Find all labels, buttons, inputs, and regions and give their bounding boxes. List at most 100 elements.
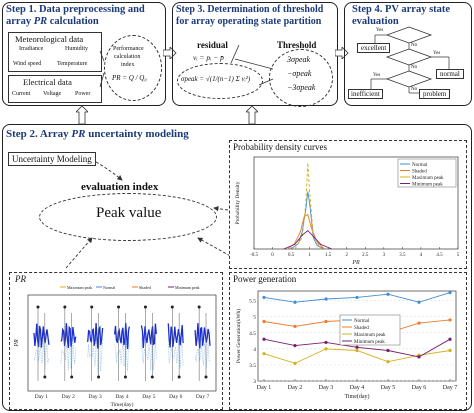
sigma-formula: σpeak = √(1/(n−1) Σ vᵢ²)	[181, 75, 251, 83]
pr-peak-marker	[150, 375, 154, 379]
step3-title-line2: for array operating state partition	[176, 16, 322, 27]
step4-title-line2: evaluation	[352, 16, 399, 27]
residual-formula: vᵢ = pᵢ − p̄	[193, 53, 224, 62]
elec-item-current: Current	[12, 91, 31, 97]
power-xtick-label: Day 3	[319, 385, 334, 391]
pdf-xtick-label: -0.5	[250, 253, 258, 258]
power-point	[386, 348, 390, 353]
step4-box: Step 4. PV array state evaluation excell…	[344, 2, 472, 106]
power-ytick-label: 4.5	[249, 331, 256, 337]
meteorological-data-box: Meteorological data Irradiance Humidity …	[8, 32, 102, 72]
pdf-xtick-label: 2.5	[362, 253, 369, 258]
arrow-step2-to-step1	[76, 106, 88, 124]
power-xtick-label: Day 5	[381, 385, 396, 391]
label-yes-3: Yes	[373, 73, 381, 78]
step3-title: Step 3. Determination of threshold for a…	[176, 4, 323, 28]
power-ytick-label: 5.5	[249, 299, 256, 305]
power-xtick-label: Day 6	[412, 385, 427, 391]
pr-axes-frame	[27, 294, 217, 392]
step1-title-line2: array PR calculation	[6, 16, 99, 27]
peak-value-label: Peak value	[96, 205, 162, 221]
state-excellent: excellent	[357, 43, 391, 53]
pr-trace-main	[33, 323, 50, 348]
perf-formula: PR = Q / Q₀	[112, 74, 147, 82]
pr-xtick-label: Day 1	[35, 394, 49, 400]
pr-xtick-label: Day 6	[169, 394, 183, 400]
power-point	[355, 348, 359, 353]
perf-line3: index	[121, 62, 135, 68]
pr-legend-label: Maximum peak	[67, 285, 92, 290]
power-point	[324, 347, 328, 351]
pr-trace-main	[194, 323, 211, 349]
pr-trace-light	[114, 333, 130, 372]
power-xlabel: Time(day)	[344, 393, 369, 400]
pr-trace-light	[87, 337, 103, 375]
pdf-xtick-label: 0	[271, 253, 274, 258]
pr-trace-main	[167, 323, 184, 348]
pr-trace-light	[194, 341, 211, 369]
state-normal: normal	[436, 69, 464, 79]
decision-tree	[370, 26, 450, 94]
label-yes-1: Yes	[376, 28, 384, 33]
pr-trace-light	[167, 339, 184, 369]
power-point	[293, 344, 297, 348]
power-point	[417, 300, 421, 304]
power-point	[293, 324, 297, 328]
power-xtick-label: Day 2	[288, 385, 303, 391]
pdf-xtick-label: 1.5	[325, 253, 332, 258]
pdf-xtick-label: 1	[308, 253, 311, 258]
step4-title: Step 4. PV array state evaluation	[352, 4, 450, 28]
pdf-xtick-label: 4	[420, 253, 423, 258]
pdf-series-line-2	[294, 162, 322, 250]
power-point	[324, 319, 328, 324]
power-point	[386, 292, 390, 296]
pdf-xtick-label: 0.5	[288, 253, 295, 258]
label-no-3: No	[411, 87, 418, 92]
step2-box: Step 2. Array PR uncertainty modeling Un…	[2, 124, 472, 411]
met-item-irradiance: Irradiance	[19, 46, 44, 52]
pr-trace-light	[60, 337, 77, 370]
label-yes-2: Yes	[433, 51, 441, 56]
power-point	[448, 318, 452, 322]
power-legend-label: Minimum peak	[354, 340, 385, 345]
step1-title: Step 1. Data preprocessing and array PR …	[6, 4, 145, 28]
sigma-ellipse	[177, 63, 263, 99]
threshold-upper: 3σpeak	[287, 55, 311, 64]
perf-line1: Performance	[113, 46, 144, 52]
step3-box: Step 3. Determination of threshold for a…	[172, 2, 338, 107]
pdf-xtick-label: 2	[345, 253, 348, 258]
state-problem: problem	[419, 89, 451, 99]
pdf-xtick-label: 3	[383, 253, 386, 258]
pr-peak-marker	[70, 375, 74, 379]
power-point	[293, 300, 297, 304]
power-point	[355, 295, 359, 300]
perf-line2: calculation	[114, 54, 141, 60]
met-item-temperature: Temperature	[57, 61, 88, 67]
pr-peak-marker	[97, 375, 101, 379]
pdf-xlabel: PR	[351, 260, 360, 266]
power-point	[324, 340, 328, 345]
power-chart: 3 3.5 4 4.5 5 5.5 Day 1 Day 2 Day 3 Day 4 Day 5 Day…	[235, 290, 457, 400]
power-point	[417, 355, 421, 359]
pr-xlabel: Time(day)	[110, 401, 133, 408]
met-item-humidity: Humidity	[65, 46, 89, 52]
electrical-data-box: Electrical data Current Voltage Power	[8, 75, 102, 103]
pr-peak-marker	[36, 305, 40, 309]
electrical-title: Electrical data	[23, 77, 72, 87]
power-point	[448, 291, 452, 295]
pdf-legend-label: Maximum peak	[412, 176, 444, 181]
pr-peak-marker	[123, 375, 127, 379]
power-point	[262, 337, 266, 341]
power-ytick-label: 4	[253, 347, 256, 353]
power-xtick-label: Day 4	[350, 385, 365, 391]
power-point	[262, 295, 266, 300]
meteorological-title: Meteorological data	[15, 34, 84, 44]
evaluation-index-label: evaluation index	[81, 181, 159, 193]
pr-xtick-label: Day 3	[88, 394, 102, 400]
peak-value-ellipse	[39, 193, 217, 241]
met-item-wind-speed: Wind speed	[13, 61, 42, 67]
pr-panel: PR Day 1 Day 2 Day 3 Day 4 Day 5 Day 6 Day 7 Ti…	[9, 272, 223, 410]
power-ytick-label: 3	[253, 379, 256, 385]
power-xtick-label: Day 1	[257, 385, 272, 391]
power-panel-title: Power generation	[233, 274, 297, 284]
